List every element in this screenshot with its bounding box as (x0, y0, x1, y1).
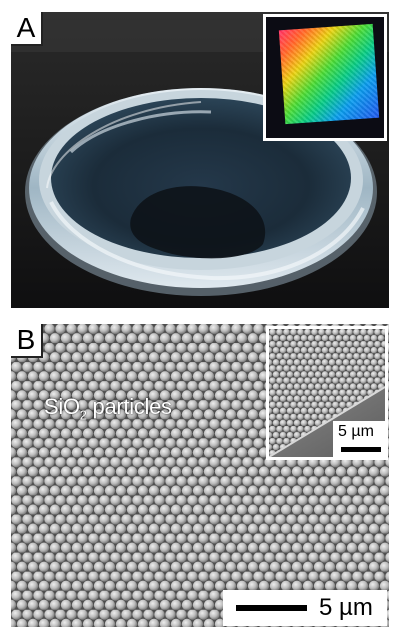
inset-scale-bar-line (341, 447, 381, 452)
main-scale-bar-line (236, 605, 307, 611)
main-scale-bar: 5 µm (223, 590, 387, 626)
panel-a-label: A (11, 12, 43, 46)
iridescent-film-inset (263, 14, 387, 141)
sem-edge-inset: 5 µm (266, 326, 388, 460)
panel-a-photo: A (11, 12, 389, 308)
main-scale-bar-label: 5 µm (319, 594, 373, 621)
rainbow-film-sample (278, 23, 380, 125)
panel-b-label: B (11, 324, 43, 358)
panel-b-sem: SiO2 particles 5 µm (11, 324, 389, 627)
sio2-particles-label: SiO2 particles (44, 394, 172, 423)
inset-scale-bar-label: 5 µm (338, 423, 374, 440)
inset-scale-bar: 5 µm (333, 421, 385, 457)
